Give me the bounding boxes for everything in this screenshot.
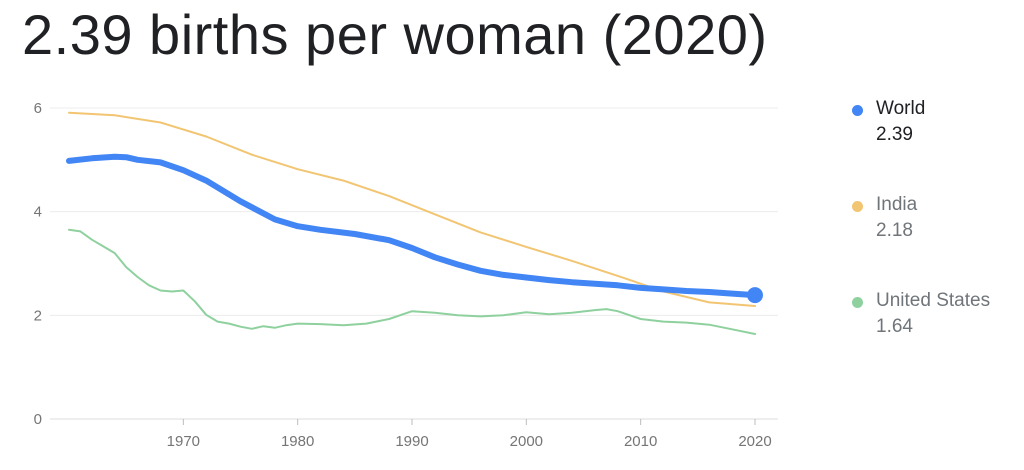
y-tick-label-0: 0 [34, 411, 42, 428]
y-tick-label-6: 6 [34, 100, 42, 117]
legend-value-world: 2.39 [876, 124, 913, 145]
x-tick-label-2010: 2010 [624, 433, 657, 450]
legend-item-world[interactable]: World 2.39 [852, 96, 1022, 192]
series-lines [66, 111, 758, 335]
y-tick-label-2: 2 [34, 307, 42, 324]
legend-item-india[interactable]: India 2.18 [852, 192, 1022, 288]
legend-dot-world [852, 105, 863, 116]
legend: World 2.39 India 2.18 United States 1.64 [852, 96, 1022, 384]
x-tick-label-2000: 2000 [510, 433, 543, 450]
highlight-marker [747, 287, 763, 304]
y-axis-ticks: 0 2 4 6 [34, 100, 42, 428]
y-tick-label-4: 4 [34, 204, 42, 221]
x-tick-label-1970: 1970 [167, 433, 200, 450]
legend-dot-india [852, 201, 863, 212]
series-line-united-states[interactable] [68, 228, 756, 335]
legend-label-india: India [876, 194, 918, 215]
grid-lines [50, 107, 778, 420]
x-axis-ticks: 1970 1980 1990 2000 2010 2020 [167, 419, 772, 450]
legend-value-india: 2.18 [876, 220, 913, 241]
page-title: 2.39 births per woman (2020) [22, 3, 768, 66]
legend-dot-united-states [852, 297, 863, 308]
legend-item-united-states[interactable]: United States 1.64 [852, 288, 1022, 384]
highlight-point-world-2020[interactable] [747, 287, 763, 304]
legend-label-united-states: United States [876, 290, 991, 311]
x-tick-label-1980: 1980 [281, 433, 314, 450]
legend-value-united-states: 1.64 [876, 316, 913, 337]
x-tick-label-1990: 1990 [395, 433, 428, 450]
legend-label-world: World [876, 98, 926, 119]
x-tick-label-2020: 2020 [738, 433, 771, 450]
series-line-india[interactable] [68, 111, 756, 307]
series-line-world[interactable] [66, 153, 758, 299]
